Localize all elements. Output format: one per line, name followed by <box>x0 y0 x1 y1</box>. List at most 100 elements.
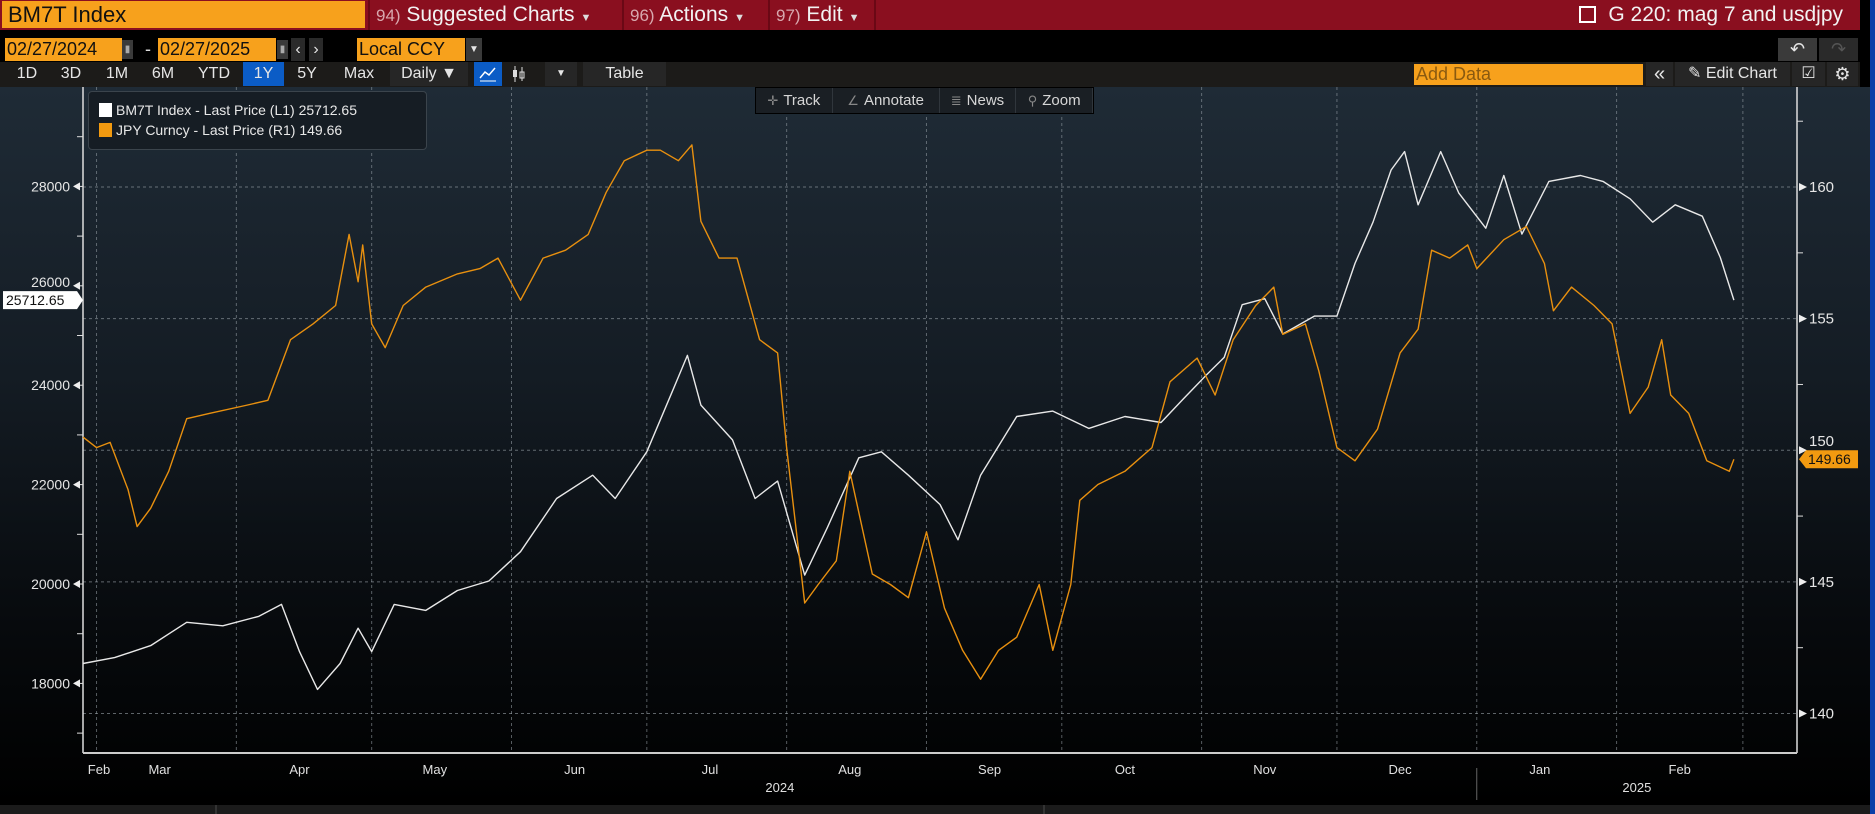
security-input[interactable]: BM7T Index <box>2 1 365 28</box>
menu-number: 96) <box>630 6 655 25</box>
left-axis-tick-marker <box>73 679 80 688</box>
edit-chart-button[interactable]: ✎ Edit Chart <box>1675 62 1790 86</box>
caret-down-icon: ▼ <box>580 12 592 24</box>
right-axis-tick-label: 160 <box>1809 179 1834 196</box>
divider <box>1043 805 1045 814</box>
menu-number: 94) <box>376 6 401 25</box>
range-max[interactable]: Max <box>331 62 387 86</box>
month-label: Mar <box>148 762 171 777</box>
series-line-jpy <box>82 144 1735 680</box>
left-last-value-tag <box>3 291 83 310</box>
range-1y[interactable]: 1Y <box>243 62 284 86</box>
range-1m[interactable]: 1M <box>95 62 139 86</box>
page-title: G 220: mag 7 and usdjpy <box>1579 0 1843 30</box>
calendar-icon[interactable]: ▮ <box>277 40 288 59</box>
legend-swatch <box>99 123 112 137</box>
track-label: Track <box>783 92 821 109</box>
gear-icon[interactable]: ⚙ <box>1827 62 1858 86</box>
collapse-button[interactable]: « <box>1646 62 1673 86</box>
pencil-icon: ✎ <box>1688 65 1702 82</box>
end-date-field[interactable]: 02/27/2025 <box>158 38 276 61</box>
track-button[interactable]: ✛ Track <box>756 88 833 113</box>
undo-button[interactable]: ↶ <box>1778 38 1817 61</box>
left-axis-tick-marker <box>73 182 80 191</box>
currency-dropdown-icon[interactable]: ▼ <box>466 38 482 61</box>
divider <box>215 805 217 814</box>
range-1d[interactable]: 1D <box>6 62 48 86</box>
right-axis-tick-label: 155 <box>1809 311 1834 328</box>
crosshair-icon: ✛ <box>767 93 779 108</box>
external-link-icon[interactable] <box>1579 6 1597 23</box>
right-axis-tick-label: 150 <box>1809 433 1834 450</box>
month-label: Dec <box>1389 762 1413 777</box>
month-label: Jul <box>702 762 719 777</box>
month-label: May <box>423 762 448 777</box>
chart-type-dropdown-icon[interactable]: ▼ <box>545 62 577 86</box>
legend-swatch <box>99 103 112 117</box>
previous-period-button[interactable]: ‹ <box>291 38 305 61</box>
legend-item-bm7t[interactable]: BM7T Index - Last Price (L1) 25712.65 <box>99 100 426 120</box>
table-button[interactable]: Table <box>583 62 666 86</box>
zoom-label: Zoom <box>1042 92 1081 109</box>
page-title-text: G 220: mag 7 and usdjpy <box>1608 3 1843 26</box>
range-6m[interactable]: 6M <box>141 62 185 86</box>
line-chart-icon[interactable] <box>474 62 502 86</box>
right-axis-tick-marker <box>1799 577 1807 586</box>
left-axis-tick-marker <box>73 580 80 589</box>
candlestick-icon[interactable] <box>505 62 533 86</box>
range-5y[interactable]: 5Y <box>286 62 328 86</box>
left-axis-tick-label: 24000 <box>31 377 70 393</box>
range-3d[interactable]: 3D <box>50 62 92 86</box>
right-axis-tick-marker <box>1799 709 1807 718</box>
legend-item-jpy[interactable]: JPY Curncy - Last Price (R1) 149.66 <box>99 120 426 140</box>
frequency-select[interactable]: Daily ▼ <box>390 62 468 86</box>
news-label: News <box>966 92 1005 109</box>
series-line-bm7t <box>82 150 1735 691</box>
range-ytd[interactable]: YTD <box>188 62 240 86</box>
left-axis-tick-label: 18000 <box>31 675 70 691</box>
annotate-icon: ∠ <box>847 93 859 108</box>
left-axis-tick-marker <box>73 281 80 290</box>
suggested-charts-menu[interactable]: 94) Suggested Charts ▼ <box>368 0 622 30</box>
annotate-button[interactable]: ∠ Annotate <box>833 88 940 113</box>
menu-label: Edit <box>806 3 843 26</box>
month-label: Sep <box>978 762 1001 777</box>
right-last-value-tag <box>1799 450 1858 469</box>
actions-menu[interactable]: 96) Actions ▼ <box>622 0 768 30</box>
legend-label: JPY Curncy - Last Price (R1) 149.66 <box>116 122 343 138</box>
redo-button[interactable]: ↷ <box>1819 38 1858 61</box>
month-label: Jun <box>564 762 585 777</box>
next-period-button[interactable]: › <box>309 38 323 61</box>
right-axis-tick-label: 145 <box>1809 574 1834 591</box>
legend-label: BM7T Index - Last Price (L1) 25712.65 <box>116 102 357 118</box>
year-label: 2024 <box>765 780 794 795</box>
currency-select[interactable]: Local CCY <box>357 38 465 61</box>
add-data-input[interactable]: Add Data <box>1414 64 1643 85</box>
zoom-button[interactable]: ⚲ Zoom <box>1016 88 1094 113</box>
window-border <box>1870 0 1875 814</box>
left-axis-tick-label: 20000 <box>31 576 70 592</box>
left-axis-tick-label: 22000 <box>31 477 70 493</box>
right-axis-tick-marker <box>1799 314 1807 323</box>
menu-label: Suggested Charts <box>406 3 575 26</box>
news-button[interactable]: ≣ News <box>940 88 1017 113</box>
calendar-icon[interactable]: ▮ <box>122 40 133 59</box>
month-label: Apr <box>289 762 310 777</box>
start-date-field[interactable]: 02/27/2024 <box>5 38 122 61</box>
month-label: Feb <box>88 762 110 777</box>
edit-chart-label: Edit Chart <box>1705 65 1777 82</box>
left-axis-tick-label: 28000 <box>31 178 70 194</box>
caret-down-icon: ▼ <box>848 12 860 24</box>
chart-tools: ✛ Track ∠ Annotate ≣ News ⚲ Zoom <box>755 87 1094 114</box>
chart-area[interactable] <box>0 87 1870 805</box>
month-label: Nov <box>1253 762 1277 777</box>
menu-number: 97) <box>776 6 801 25</box>
month-label: Aug <box>838 762 861 777</box>
month-label: Jan <box>1529 762 1550 777</box>
left-axis-tick-marker <box>73 381 80 390</box>
right-last-value-label: 149.66 <box>1808 451 1851 467</box>
edit-menu[interactable]: 97) Edit ▼ <box>768 0 876 30</box>
chart-legend: BM7T Index - Last Price (L1) 25712.65 JP… <box>88 91 427 150</box>
chart-settings-icon[interactable]: ☑ <box>1792 62 1825 86</box>
